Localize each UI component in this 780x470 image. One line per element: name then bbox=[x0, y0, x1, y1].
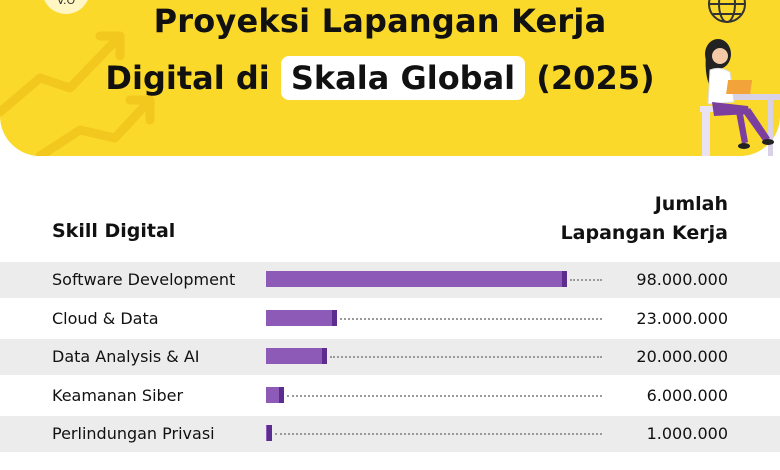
bar-end-cap bbox=[267, 425, 272, 441]
bar-value-label: 6.000.000 bbox=[646, 386, 728, 405]
bar-value-label: 1.000.000 bbox=[646, 424, 728, 443]
bar-value-label: 23.000.000 bbox=[636, 309, 728, 328]
bar-row: Perlindungan Privasi 1.000.000 bbox=[0, 416, 780, 452]
column-header-jobs-line2: Lapangan Kerja bbox=[560, 222, 728, 244]
bar-end-cap bbox=[561, 271, 567, 287]
bar-label: Perlindungan Privasi bbox=[52, 424, 215, 443]
bar-label: Cloud & Data bbox=[52, 309, 159, 328]
bar-row: Data Analysis & AI 20.000.000 bbox=[0, 339, 780, 375]
page-title-line1: Proyeksi Lapangan Kerja bbox=[153, 2, 607, 40]
bar-value-label: 98.000.000 bbox=[636, 270, 728, 289]
person-laptop-illustration bbox=[700, 39, 780, 156]
title-highlight: Skala Global bbox=[280, 56, 526, 100]
bar-mark bbox=[266, 348, 328, 364]
arrow-up-icon bbox=[0, 31, 155, 156]
bar-value-label: 20.000.000 bbox=[636, 347, 728, 366]
leader-dots bbox=[287, 395, 602, 397]
column-header-skill: Skill Digital bbox=[52, 220, 176, 242]
leader-dots bbox=[330, 356, 602, 358]
brand-logo: V.O bbox=[42, 0, 90, 14]
leader-dots bbox=[339, 318, 602, 320]
bar-row: Cloud & Data 23.000.000 bbox=[0, 301, 780, 337]
page-title-line2: Digital di Skala Global (2025) bbox=[0, 56, 760, 100]
title-suffix: (2025) bbox=[536, 59, 655, 97]
bar-end-cap bbox=[322, 348, 328, 364]
bar-mark bbox=[266, 310, 337, 326]
bar-label: Software Development bbox=[52, 270, 236, 289]
bar-end-cap bbox=[331, 310, 337, 326]
bar-end-cap bbox=[279, 387, 285, 403]
leader-dots bbox=[569, 279, 602, 281]
bar-mark bbox=[266, 271, 567, 287]
leader-dots bbox=[275, 433, 602, 435]
bar-label: Data Analysis & AI bbox=[52, 347, 200, 366]
column-header-jobs-line1: Jumlah bbox=[654, 193, 728, 215]
title-prefix: Digital di bbox=[105, 59, 270, 97]
column-header-jobs: Jumlah Lapangan Kerja bbox=[561, 190, 728, 248]
globe-icon bbox=[708, 0, 746, 23]
bar-row: Keamanan Siber 6.000.000 bbox=[0, 378, 780, 414]
bar-label: Keamanan Siber bbox=[52, 386, 184, 405]
bar-row: Software Development 98.000.000 bbox=[0, 262, 780, 298]
